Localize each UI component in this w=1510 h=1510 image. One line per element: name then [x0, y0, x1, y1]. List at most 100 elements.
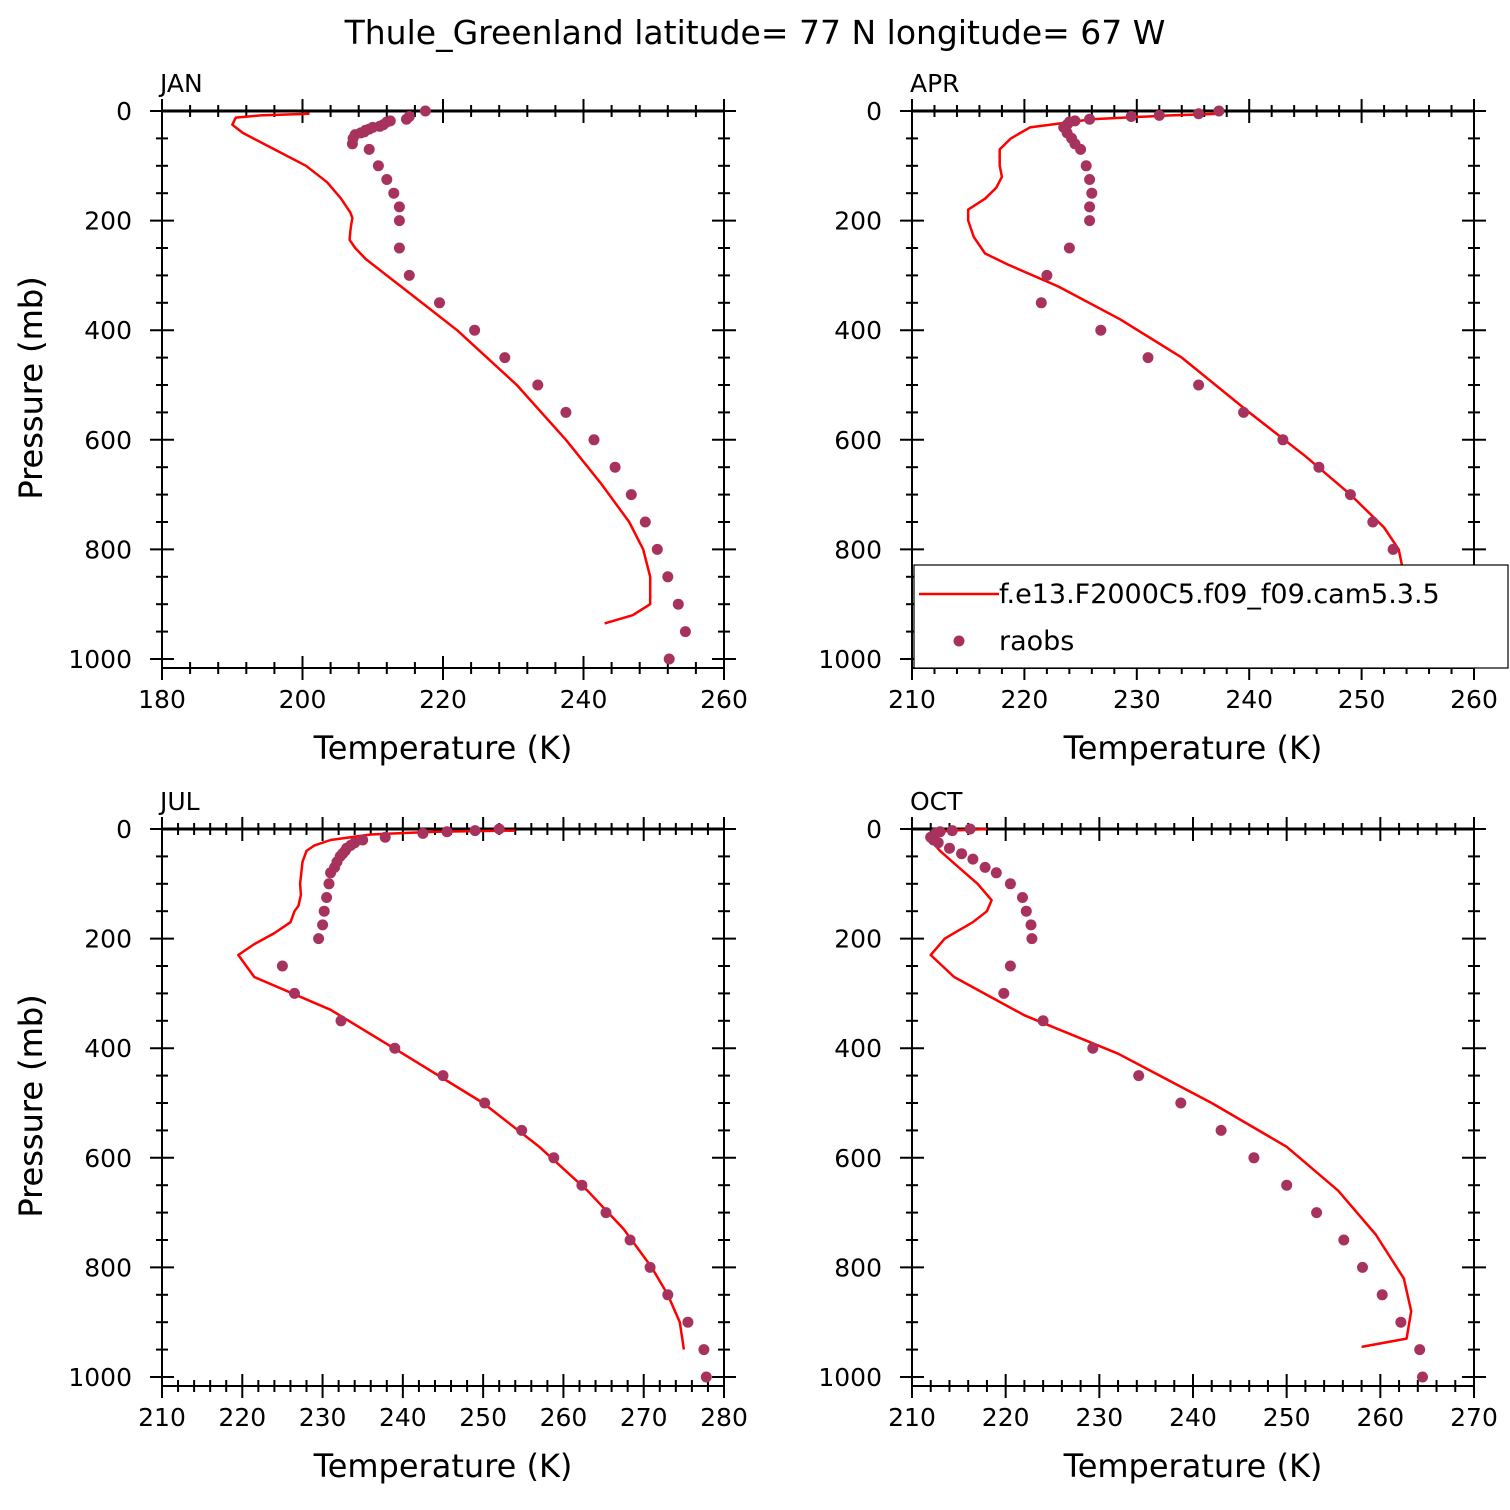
- obs-point: [990, 867, 1002, 879]
- x-tick-label: 250: [459, 1403, 507, 1432]
- obs-point: [1086, 187, 1098, 199]
- obs-point: [1417, 1371, 1428, 1383]
- obs-point: [576, 1179, 588, 1191]
- obs-point: [313, 933, 325, 945]
- obs-point: [317, 919, 329, 931]
- obs-point: [1193, 108, 1205, 120]
- model-line: [231, 112, 652, 625]
- panel-title: APR: [910, 69, 960, 98]
- obs-point: [1004, 878, 1016, 890]
- obs-point: [932, 837, 944, 849]
- x-tick-label: 220: [419, 685, 467, 714]
- obs-point: [964, 823, 976, 835]
- obs-point: [679, 626, 691, 638]
- y-tick-label: 0: [866, 815, 882, 844]
- obs-point: [548, 1152, 560, 1164]
- obs-point: [346, 138, 358, 150]
- obs-point: [663, 653, 675, 665]
- obs-point: [379, 831, 391, 843]
- obs-point: [625, 489, 637, 501]
- x-axis-label: Temperature (K): [1063, 1447, 1323, 1485]
- obs-point: [1075, 143, 1087, 155]
- obs-point: [662, 571, 674, 583]
- obs-point: [1080, 160, 1092, 172]
- obs-point: [499, 352, 511, 364]
- y-tick-label: 800: [834, 1253, 882, 1282]
- y-axis-label: Pressure (mb): [12, 994, 50, 1217]
- obs-point: [956, 848, 968, 860]
- x-tick-label: 230: [1113, 685, 1161, 714]
- obs-point: [1344, 489, 1356, 501]
- obs-point: [1004, 960, 1016, 972]
- obs-point: [276, 960, 288, 972]
- obs-point: [1277, 434, 1289, 446]
- y-tick-label: 400: [834, 1034, 882, 1063]
- obs-point: [1035, 297, 1047, 309]
- obs-point: [1338, 1234, 1350, 1246]
- obs-point: [1063, 242, 1075, 254]
- obs-point: [1142, 352, 1154, 364]
- obs-point: [1133, 1070, 1145, 1082]
- obs-point: [700, 1371, 712, 1383]
- legend-obs-swatch: [953, 635, 965, 647]
- obs-point: [1125, 111, 1137, 122]
- x-tick-label: 250: [1338, 685, 1386, 714]
- model-line: [929, 827, 1413, 1349]
- obs-point: [1395, 1316, 1407, 1328]
- model-line: [237, 829, 686, 1350]
- panel-title: JUL: [158, 787, 200, 816]
- y-tick-label: 600: [84, 1144, 132, 1173]
- obs-point: [639, 516, 651, 528]
- x-tick-label: 260: [700, 685, 748, 714]
- x-tick-label: 180: [138, 685, 186, 714]
- panel-title: OCT: [910, 787, 963, 816]
- obs-point: [967, 853, 979, 865]
- y-tick-label: 800: [84, 535, 132, 564]
- obs-point: [560, 406, 572, 418]
- y-tick-label: 0: [866, 97, 882, 126]
- obs-point: [1084, 113, 1096, 125]
- obs-point: [600, 1207, 612, 1219]
- obs-point: [1281, 1179, 1293, 1191]
- obs-point: [1387, 543, 1399, 555]
- y-tick-label: 200: [84, 207, 132, 236]
- x-tick-label: 260: [1450, 685, 1498, 714]
- obs-point: [318, 905, 330, 917]
- y-tick-label: 600: [834, 426, 882, 455]
- x-tick-label: 270: [1450, 1403, 1498, 1432]
- x-tick-label: 260: [1356, 1403, 1404, 1432]
- obs-point: [469, 324, 481, 336]
- obs-point: [1095, 324, 1107, 336]
- obs-point: [1084, 174, 1096, 185]
- x-tick-label: 200: [279, 685, 327, 714]
- obs-point: [1357, 1261, 1368, 1273]
- y-tick-label: 600: [84, 426, 132, 455]
- obs-point: [437, 1070, 449, 1082]
- y-tick-label: 600: [834, 1144, 882, 1173]
- x-tick-label: 230: [299, 1403, 347, 1432]
- y-tick-label: 400: [84, 1034, 132, 1063]
- obs-point: [1238, 406, 1250, 418]
- x-tick-label: 220: [1001, 685, 1049, 714]
- obs-point: [1087, 1042, 1099, 1054]
- obs-point: [1193, 379, 1205, 391]
- obs-points: [346, 105, 691, 665]
- obs-point: [323, 878, 335, 890]
- obs-point: [944, 842, 955, 854]
- obs-point: [698, 1344, 710, 1356]
- obs-point: [363, 143, 375, 155]
- x-tick-label: 210: [888, 1403, 936, 1432]
- legend-box: [913, 564, 1509, 669]
- obs-point: [532, 379, 544, 391]
- x-tick-label: 210: [138, 1403, 186, 1432]
- y-tick-label: 0: [116, 97, 132, 126]
- obs-point: [1213, 105, 1225, 117]
- x-tick-label: 240: [379, 1403, 427, 1432]
- obs-point: [493, 823, 505, 835]
- model-line: [966, 112, 1408, 633]
- y-tick-label: 200: [834, 925, 882, 954]
- x-tick-label: 230: [1075, 1403, 1123, 1432]
- x-axis-label: Temperature (K): [313, 1447, 573, 1485]
